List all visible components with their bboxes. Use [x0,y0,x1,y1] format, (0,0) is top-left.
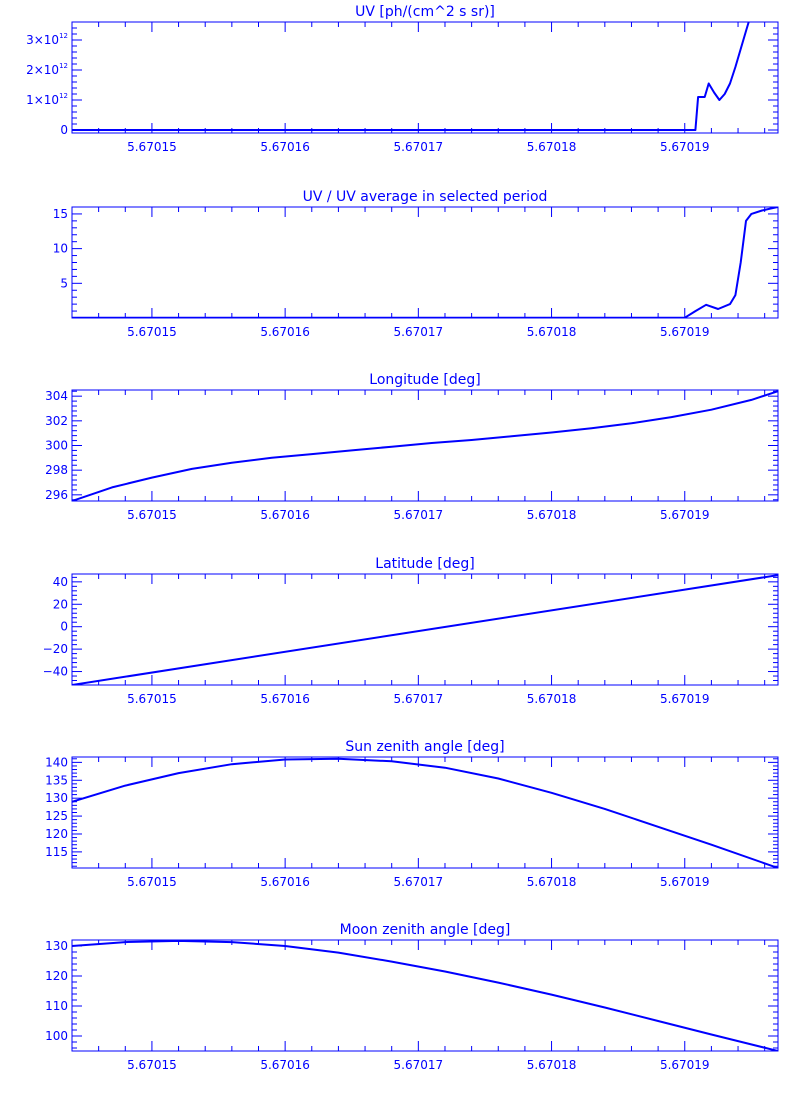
plot-frame [71,206,779,319]
x-tick-label: 5.67018 [527,140,577,154]
chart-title: UV / UV average in selected period [303,189,548,205]
chart-panel-6: Moon zenith angle [deg] 5.67015 5.67016 5.6… [45,922,779,1072]
series-line [72,22,750,131]
y-tick-label: 110 [45,999,68,1013]
x-tick-label: 5.67019 [660,1058,710,1072]
series-line [72,574,778,685]
y-tick-label: 296 [45,488,68,502]
y-tick-label: 302 [45,414,68,428]
x-tick-label: 5.67017 [394,692,444,706]
chart-panel-5: Sun zenith angle [deg] 5.67015 5.67016 5.67… [45,739,779,889]
x-tick-label: 5.67016 [260,140,310,154]
plot-frame [71,21,779,134]
x-tick-label: 5.67015 [127,692,177,706]
y-tick-exponent: 12 [59,92,68,100]
y-tick-label: 1×1012 [26,92,68,107]
x-tick-label: 5.67016 [260,1058,310,1072]
plot-frame [71,389,779,502]
x-tick-label: 5.67017 [394,508,444,522]
y-tick-label: 120 [45,827,68,841]
y-tick-label: 20 [53,597,68,611]
y-tick-label: 130 [45,791,68,805]
y-tick-label: 3×1012 [26,32,68,47]
y-tick-label: 0 [60,123,68,137]
y-tick-label: 304 [45,389,68,403]
y-tick-label: 5 [60,276,68,290]
x-tick-label: 5.67017 [394,1058,444,1072]
y-tick-label: 10 [53,242,68,256]
y-tick-exponent: 12 [59,32,68,40]
y-tick-label: 300 [45,439,68,453]
x-tick-label: 5.67017 [394,875,444,889]
y-tick-label: 135 [45,773,68,787]
x-tick-label: 5.67015 [127,1058,177,1072]
y-tick-exponent: 12 [59,62,68,70]
y-tick-mantissa: 2×10 [26,63,59,77]
plot-frame [71,939,779,1052]
chart-title: Sun zenith angle [deg] [345,739,504,755]
x-tick-label: 5.67015 [127,875,177,889]
series-line [72,757,778,868]
y-tick-mantissa: 3×10 [26,33,59,47]
y-tick-label: −20 [43,642,68,656]
chart-title: Longitude [deg] [369,372,480,388]
chart-panel-4: Latitude [deg] 5.67015 5.67016 5.67017 5.670… [43,556,779,706]
y-tick-label: 130 [45,939,68,953]
x-tick-label: 5.67017 [394,140,444,154]
y-tick-label: 100 [45,1029,68,1043]
x-tick-label: 5.67015 [127,140,177,154]
series-line [72,390,778,501]
chart-title: Latitude [deg] [375,556,474,572]
y-tick-label: 40 [53,575,68,589]
series-line [72,940,778,1051]
x-tick-label: 5.67019 [660,325,710,339]
x-tick-label: 5.67017 [394,325,444,339]
x-tick-label: 5.67016 [260,692,310,706]
y-tick-label: 120 [45,969,68,983]
y-tick-label: 2×1012 [26,62,68,77]
x-tick-label: 5.67019 [660,875,710,889]
x-tick-label: 5.67018 [527,692,577,706]
x-tick-label: 5.67019 [660,508,710,522]
x-tick-label: 5.67016 [260,875,310,889]
x-tick-label: 5.67018 [527,1058,577,1072]
y-tick-label: 140 [45,755,68,769]
series-line [72,207,778,318]
y-tick-label: 15 [53,207,68,221]
x-tick-label: 5.67015 [127,325,177,339]
chart-title: Moon zenith angle [deg] [340,922,511,938]
y-tick-label: 298 [45,463,68,477]
y-tick-label: 0 [60,620,68,634]
x-tick-label: 5.67015 [127,508,177,522]
x-tick-label: 5.67019 [660,692,710,706]
y-tick-mantissa: 1×10 [26,93,59,107]
x-tick-label: 5.67019 [660,140,710,154]
y-tick-label: 125 [45,809,68,823]
x-tick-label: 5.67018 [527,325,577,339]
y-tick-label: −40 [43,665,68,679]
chart-panel-2: UV / UV average in selected period 5.6701… [53,189,779,339]
chart-title: UV [ph/(cm^2 s sr)] [355,4,495,20]
x-tick-label: 5.67018 [527,875,577,889]
chart-panel-1: UV [ph/(cm^2 s sr)] 5.67015 5.67016 5.67017… [26,4,779,154]
x-tick-label: 5.67018 [527,508,577,522]
y-tick-label: 115 [45,845,68,859]
plot-frame [71,573,779,686]
x-tick-label: 5.67016 [260,508,310,522]
x-tick-label: 5.67016 [260,325,310,339]
chart-panel-3: Longitude [deg] 5.67015 5.67016 5.67017 5.67… [45,372,779,522]
